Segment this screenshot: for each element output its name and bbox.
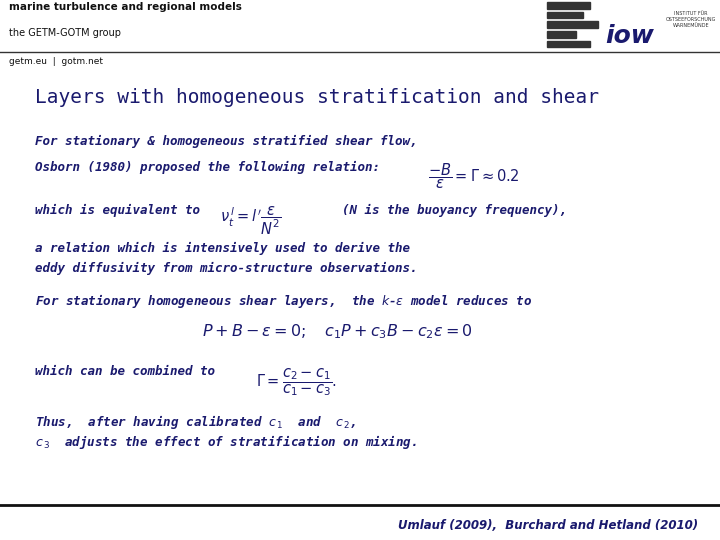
Text: which is equivalent to: which is equivalent to [35,204,199,218]
Text: $\nu_t^{\,l} = l' \dfrac{\varepsilon}{N^2}$: $\nu_t^{\,l} = l' \dfrac{\varepsilon}{N^… [220,205,281,238]
Bar [547,2,590,9]
Bar [547,41,590,48]
Bar [547,31,576,38]
Text: the GETM-GOTM group: the GETM-GOTM group [9,28,121,38]
Text: iow: iow [606,24,654,49]
Text: getm.eu  |  gotm.net: getm.eu | gotm.net [9,57,103,66]
Text: For stationary homogeneous shear layers,  the $k$-$\varepsilon$ model reduces to: For stationary homogeneous shear layers,… [35,292,531,310]
Text: marine turbulence and regional models: marine turbulence and regional models [9,2,241,12]
Text: INSTITUT FÜR
OSTSEEFORSCHUNG
WARNEMÜNDE: INSTITUT FÜR OSTSEEFORSCHUNG WARNEMÜNDE [666,11,716,28]
Text: Umlauf (2009),  Burchard and Hetland (2010): Umlauf (2009), Burchard and Hetland (201… [398,519,698,532]
Text: (N is the buoyancy frequency),: (N is the buoyancy frequency), [342,204,567,218]
Text: $c_{\,3}$  adjusts the effect of stratification on mixing.: $c_{\,3}$ adjusts the effect of stratifi… [35,434,417,451]
Text: a relation which is intensively used to derive the: a relation which is intensively used to … [35,242,410,255]
Text: Osborn (1980) proposed the following relation:: Osborn (1980) proposed the following rel… [35,161,379,174]
Bar [547,12,583,18]
Text: For stationary & homogeneous stratified shear flow,: For stationary & homogeneous stratified … [35,135,417,148]
Text: which can be combined to: which can be combined to [35,365,215,378]
Text: Thus,  after having calibrated $c_{\,1}$  and  $c_{\,2}$,: Thus, after having calibrated $c_{\,1}$ … [35,413,356,431]
Text: Layers with homogeneous stratification and shear: Layers with homogeneous stratification a… [35,88,598,107]
Text: $\dfrac{-B}{\varepsilon} = \Gamma \approx 0.2$: $\dfrac{-B}{\varepsilon} = \Gamma \appro… [428,161,520,191]
Bar [547,21,598,28]
Text: $P + B - \varepsilon = 0;\quad c_1 P + c_3 B - c_2\varepsilon = 0$: $P + B - \varepsilon = 0;\quad c_1 P + c… [202,322,472,341]
Text: $\Gamma = \dfrac{c_2 - c_1}{c_1 - c_3}.$: $\Gamma = \dfrac{c_2 - c_1}{c_1 - c_3}.$ [256,366,337,398]
Text: eddy diffusivity from micro-structure observations.: eddy diffusivity from micro-structure ob… [35,262,417,275]
